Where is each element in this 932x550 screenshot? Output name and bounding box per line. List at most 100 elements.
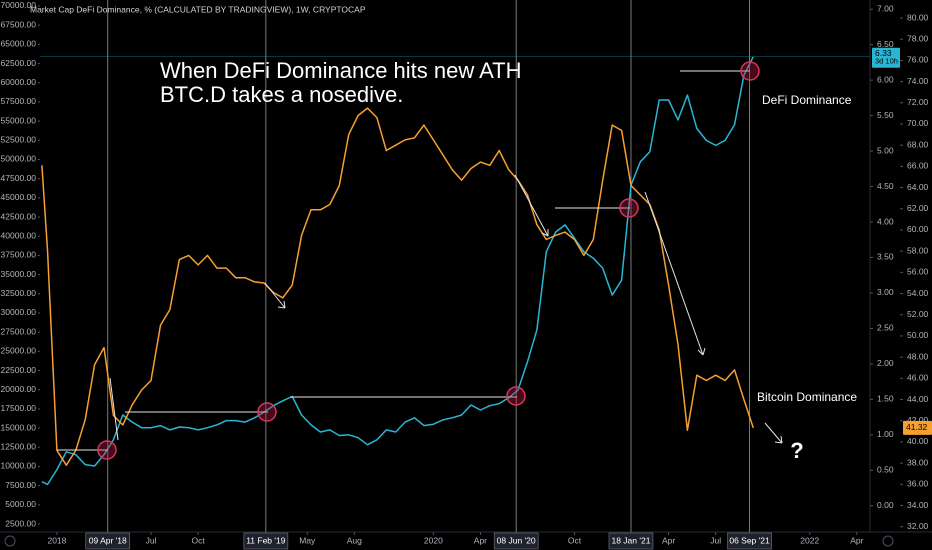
date-tag — [608, 532, 654, 550]
y2-tick-label: 72.00 — [907, 97, 929, 107]
y3-tick-label: 50000.00 — [1, 154, 37, 164]
y3-tick-label: 67500.00 — [1, 19, 37, 29]
y2-tick-label: 64.00 — [907, 182, 929, 192]
annotation-text: When DeFi Dominance hits new ATH — [160, 58, 522, 83]
y3-tick-label: 12500.00 — [1, 442, 37, 452]
y3-tick-label: 55000.00 — [1, 115, 37, 125]
y-tick-label: 4.50 — [877, 181, 894, 191]
y2-tick-label: 58.00 — [907, 245, 929, 255]
date-tag — [85, 532, 131, 550]
y2-tick-label: 36.00 — [907, 479, 929, 489]
y2-tick-label: 56.00 — [907, 267, 929, 277]
highlight-circle — [257, 402, 277, 422]
series-label: DeFi Dominance — [762, 93, 852, 107]
date-tag-label: 08 Jun '20 — [497, 535, 536, 545]
y3-tick-label: 7500.00 — [5, 480, 36, 490]
x-tick-label: 2020 — [424, 535, 443, 545]
y2-tick-label: 66.00 — [907, 161, 929, 171]
y2-tick-label: 70.00 — [907, 118, 929, 128]
y2-tick-label: 60.00 — [907, 224, 929, 234]
y2-tick-label: 80.00 — [907, 12, 929, 22]
y2-tick-label: 68.00 — [907, 139, 929, 149]
y3-tick-label: 20000.00 — [1, 384, 37, 394]
y2-tick-label: 34.00 — [907, 500, 929, 510]
y3-tick-label: 60000.00 — [1, 77, 37, 87]
y3-tick-label: 70000.00 — [1, 0, 37, 10]
y-tick-label: 6.50 — [877, 39, 894, 49]
y-tick-label: 1.00 — [877, 429, 894, 439]
y3-tick-label: 45000.00 — [1, 192, 37, 202]
y3-tick-label: 62500.00 — [1, 58, 37, 68]
arrow — [514, 174, 549, 237]
arrow — [644, 191, 706, 356]
date-tag-label: 18 Jan '21 — [611, 535, 650, 545]
y3-tick-label: 47500.00 — [1, 173, 37, 183]
y2-tick-label: 44.00 — [907, 394, 929, 404]
y2-tick-label: 38.00 — [907, 457, 929, 467]
highlight-circle — [740, 61, 760, 81]
y3-tick-label: 15000.00 — [1, 422, 37, 432]
price-tag-value: 41.32 — [906, 422, 928, 432]
y3-tick-label: 42500.00 — [1, 211, 37, 221]
y2-tick-label: 52.00 — [907, 309, 929, 319]
y-tick-label: 3.50 — [877, 252, 894, 262]
x-tick-label: 2018 — [47, 535, 66, 545]
y3-tick-label: 65000.00 — [1, 39, 37, 49]
y3-tick-label: 5000.00 — [5, 499, 36, 509]
y2-tick-label: 32.00 — [907, 521, 929, 531]
y2-tick-label: 78.00 — [907, 33, 929, 43]
x-tick-label: Aug — [347, 535, 362, 545]
y-tick-label: 0.00 — [877, 500, 894, 510]
y2-tick-label: 76.00 — [907, 55, 929, 65]
y3-tick-label: 52500.00 — [1, 135, 37, 145]
y3-tick-label: 57500.00 — [1, 96, 37, 106]
y2-tick-label: 62.00 — [907, 203, 929, 213]
x-tick-label: Oct — [191, 535, 205, 545]
y3-tick-label: 35000.00 — [1, 269, 37, 279]
series-line — [41, 56, 754, 486]
arrow — [264, 282, 286, 309]
y3-tick-label: 2500.00 — [5, 518, 36, 528]
y2-tick-label: 42.00 — [907, 415, 929, 425]
date-tag-label: 11 Feb '19 — [246, 535, 286, 545]
settings-icon[interactable] — [882, 535, 894, 547]
y2-tick-label: 46.00 — [907, 373, 929, 383]
highlight-circle — [619, 198, 639, 218]
date-tag-label: 09 Apr '18 — [89, 535, 127, 545]
y3-tick-label: 32500.00 — [1, 288, 37, 298]
y-tick-label: 0.50 — [877, 465, 894, 475]
y3-tick-label: 22500.00 — [1, 365, 37, 375]
y3-tick-label: 25000.00 — [1, 346, 37, 356]
series-label: Bitcoin Dominance — [757, 390, 857, 404]
y-tick-label: 5.50 — [877, 110, 894, 120]
price-tag — [903, 420, 932, 435]
y-tick-label: 2.50 — [877, 323, 894, 333]
y3-tick-label: 27500.00 — [1, 326, 37, 336]
y3-tick-label: 37500.00 — [1, 250, 37, 260]
price-tag — [872, 47, 900, 68]
y-tick-label: 4.00 — [877, 216, 894, 226]
y2-tick-label: 50.00 — [907, 330, 929, 340]
arrow — [764, 422, 783, 444]
arrow-line — [109, 377, 119, 441]
date-tag — [727, 532, 772, 550]
y2-tick-label: 40.00 — [907, 436, 929, 446]
x-tick-label: 2022 — [800, 535, 819, 545]
annotations — [57, 70, 783, 451]
y-tick-label: 6.00 — [877, 74, 894, 84]
x-tick-label: Apr — [662, 535, 675, 545]
y3-tick-label: 17500.00 — [1, 403, 37, 413]
x-tick-label: Jul — [146, 535, 157, 545]
icon[interactable] — [4, 535, 16, 547]
price-tag-countdown: 3d 10h — [875, 57, 898, 66]
y-tick-label: 3.00 — [877, 287, 894, 297]
price-tag-value: 6.33 — [875, 48, 892, 58]
date-tag — [493, 532, 539, 550]
y-tick-label: 1.50 — [877, 394, 894, 404]
date-tag — [243, 532, 289, 550]
highlights — [97, 61, 760, 460]
y3-tick-label: 10000.00 — [1, 461, 37, 471]
x-tick-label: Oct — [568, 535, 582, 545]
